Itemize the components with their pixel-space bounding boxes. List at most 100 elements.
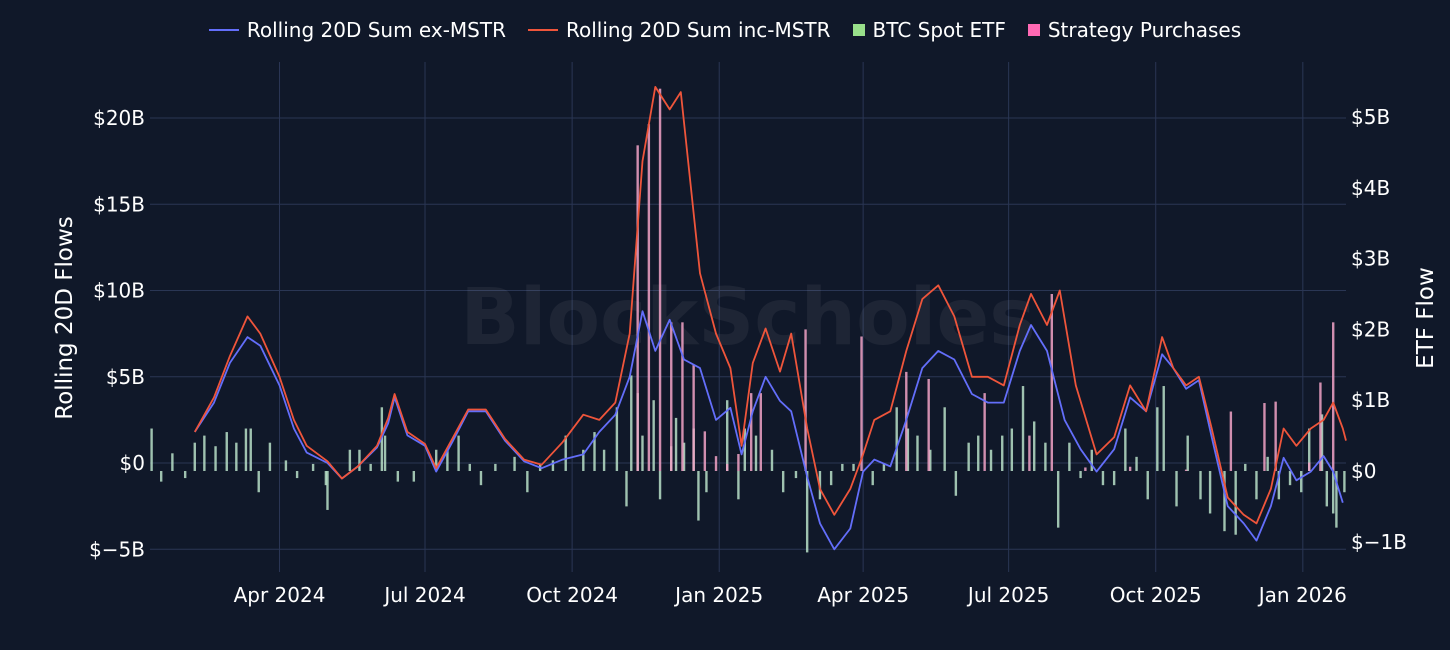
bar (658, 471, 662, 500)
bar (630, 375, 633, 471)
bar (468, 463, 471, 471)
bar (1135, 456, 1138, 471)
bar (412, 471, 416, 482)
bar (967, 442, 970, 471)
bar (743, 428, 747, 471)
legend-item-btc-etf[interactable]: BTC Spot ETF (852, 18, 1006, 42)
y-right-tick-label: $2B (1351, 317, 1390, 341)
legend-label-ex-mstr: Rolling 20D Sum ex-MSTR (246, 18, 506, 42)
bar (582, 449, 585, 471)
bar (1124, 428, 1127, 471)
y-left-tick-label: $−5B (89, 537, 145, 561)
bar (225, 432, 228, 471)
bar (1277, 471, 1281, 500)
bar (726, 463, 729, 471)
bar (977, 435, 980, 471)
bar (171, 453, 174, 471)
y-left-tick-label: $15B (93, 192, 145, 216)
bar (564, 435, 567, 471)
bar (882, 463, 886, 471)
bar (446, 449, 449, 471)
bar (615, 407, 619, 471)
bar (324, 471, 328, 486)
bar (1343, 471, 1346, 493)
bar (1186, 435, 1189, 471)
bar (1319, 382, 1322, 471)
legend-label-inc-mstr: Rolling 20D Sum inc-MSTR (565, 18, 831, 42)
bar (989, 449, 993, 471)
legend-swatch-ex-mstr (208, 29, 239, 31)
bar (1308, 428, 1311, 471)
bar (383, 435, 387, 471)
bar (1263, 403, 1266, 471)
bar (726, 400, 729, 471)
x-ticks: Apr 2024 Jul 2024 Oct 2024 Jan 2025 Apr 2025… (234, 583, 1347, 607)
bar (636, 145, 639, 471)
bar (1162, 386, 1165, 471)
bar (1244, 463, 1247, 471)
bar (1229, 411, 1233, 471)
bar (1033, 421, 1036, 471)
bar (692, 364, 695, 471)
y-left-tick-label: $10B (93, 279, 145, 303)
bar (284, 460, 288, 471)
bar (193, 442, 196, 471)
bar (927, 378, 930, 471)
bar (1050, 294, 1053, 471)
bar (159, 471, 163, 482)
bar (641, 435, 644, 471)
legend-item-inc-mstr[interactable]: Rolling 20D Sum inc-MSTR (527, 18, 831, 42)
y-left-tick-label: $20B (93, 106, 145, 130)
legend-item-strategy[interactable]: Strategy Purchases (1027, 18, 1241, 42)
bar (183, 471, 187, 479)
y-left-axis-title: Rolling 20D Flows (52, 216, 78, 419)
x-tick-label: Oct 2024 (526, 583, 618, 607)
strategy-purchases-bars (636, 88, 1335, 472)
bar (1325, 471, 1329, 507)
bar (479, 471, 483, 486)
bar (602, 449, 606, 471)
bar (1335, 471, 1338, 528)
bar (714, 456, 718, 471)
watermark-text: BlockScholes (460, 273, 1035, 363)
bar (150, 428, 153, 471)
bar (804, 329, 807, 471)
bar (906, 428, 910, 471)
bar (697, 471, 700, 521)
bar (1320, 414, 1324, 471)
bar (1199, 471, 1202, 500)
bar (513, 456, 516, 471)
bar (1266, 456, 1269, 471)
bar (929, 449, 932, 471)
bar (1101, 471, 1105, 486)
bar (703, 431, 707, 471)
bar (805, 471, 809, 553)
bar (860, 336, 863, 471)
line-inc-mstr (194, 86, 1347, 525)
bar (1255, 471, 1258, 500)
legend-item-ex-mstr[interactable]: Rolling 20D Sum ex-MSTR (208, 18, 506, 42)
bar (1274, 401, 1277, 471)
bar (593, 432, 596, 471)
bar (647, 124, 651, 471)
legend-swatch-strategy (1027, 24, 1040, 36)
bar (749, 393, 753, 471)
bar (658, 88, 662, 472)
bar (737, 454, 740, 471)
bar (494, 463, 497, 471)
y-left-tick-label: $5B (106, 365, 145, 389)
bar (871, 471, 874, 486)
bar (1010, 428, 1014, 471)
bar (295, 471, 299, 479)
y-right-tick-label: $5B (1351, 105, 1390, 129)
y-right-axis-title: ETF Flow (1413, 267, 1439, 369)
bar (1128, 466, 1132, 471)
bar (1300, 471, 1303, 493)
bar (1056, 471, 1060, 528)
bar (674, 417, 678, 471)
bar (682, 442, 686, 471)
y-right-tick-label: $3B (1351, 247, 1390, 271)
bar (1079, 471, 1082, 479)
bar (983, 393, 986, 471)
